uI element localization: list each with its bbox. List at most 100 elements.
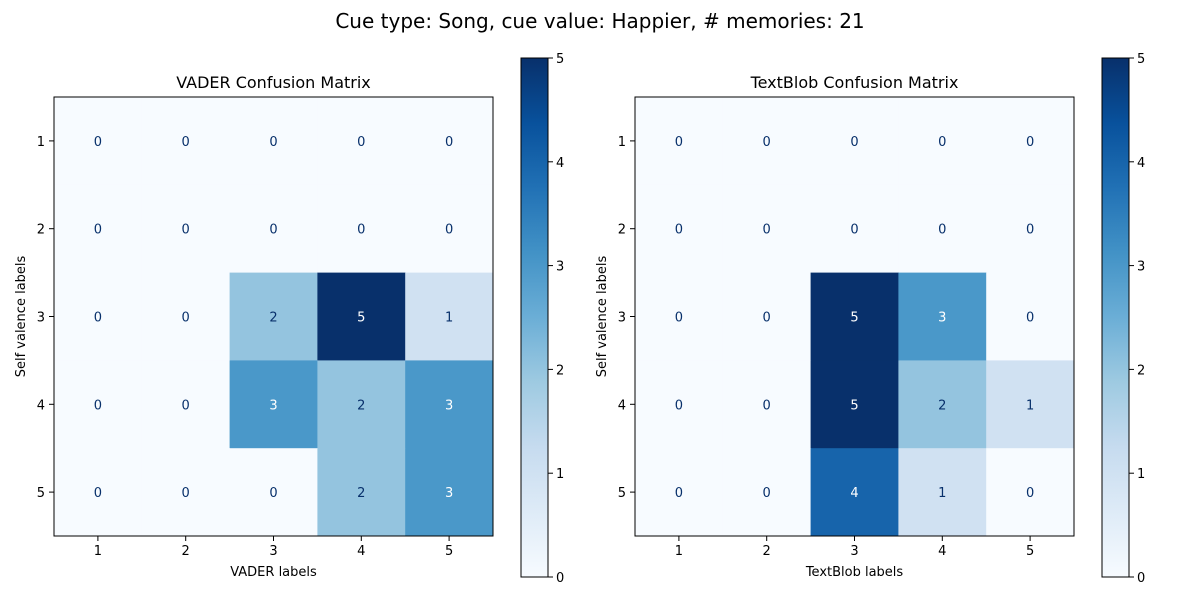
y-tick-label: 2: [37, 223, 45, 238]
cell-value-label: 3: [269, 398, 277, 413]
heatmap-cell: [405, 184, 494, 274]
heatmap-cell: [54, 448, 143, 537]
heatmap-cell: [317, 97, 406, 186]
cell-value-label: 3: [445, 398, 453, 413]
heatmap-cell: [810, 448, 899, 537]
figure-suptitle: Cue type: Song, cue value: Happier, # me…: [335, 9, 864, 33]
colorbar-tick-label: 3: [1137, 260, 1145, 275]
cell-value-label: 0: [445, 135, 453, 150]
heatmap-cell: [898, 360, 987, 449]
cell-value-label: 0: [675, 486, 683, 501]
x-tick-label: 5: [1026, 544, 1034, 559]
heatmap-cell: [722, 97, 812, 186]
heatmap-cell: [986, 360, 1075, 449]
cell-value-label: 0: [675, 223, 683, 238]
heatmap-cell: [986, 97, 1075, 186]
colorbar: [1101, 57, 1130, 578]
heatmap-cell: [141, 184, 231, 274]
heatmap-cell: [986, 184, 1075, 274]
heatmap-cell: [54, 272, 143, 361]
cell-value-label: 0: [850, 223, 858, 238]
cell-value-label: 0: [94, 311, 102, 326]
cell-value-label: 0: [763, 223, 771, 238]
cell-value-label: 0: [357, 135, 365, 150]
cell-value-label: 0: [94, 486, 102, 501]
cell-value-label: 0: [675, 311, 683, 326]
heatmap-cell: [810, 272, 899, 361]
heatmap-cell: [722, 448, 812, 537]
y-tick-label: 2: [618, 223, 626, 238]
y-tick-label: 5: [618, 486, 626, 501]
colorbar-tick-label: 0: [556, 571, 564, 586]
heatmap-cell: [405, 448, 494, 537]
x-axis-label: TextBlob labels: [805, 565, 904, 580]
heatmap-cell: [635, 184, 724, 274]
cell-value-label: 5: [850, 398, 858, 413]
cell-value-label: 2: [357, 398, 365, 413]
cell-value-label: 0: [675, 398, 683, 413]
heatmap-cell: [810, 184, 899, 274]
heatmap-cell: [54, 184, 143, 274]
cell-value-label: 5: [850, 311, 858, 326]
cell-value-label: 0: [763, 486, 771, 501]
cell-value-label: 0: [269, 486, 277, 501]
cell-value-label: 0: [269, 135, 277, 150]
x-tick-label: 5: [445, 544, 453, 559]
heatmap-cell: [229, 448, 318, 537]
colorbar-tick-label: 1: [556, 467, 564, 482]
x-tick-label: 3: [850, 544, 858, 559]
y-tick-label: 1: [618, 135, 626, 150]
x-tick-label: 1: [675, 544, 683, 559]
cell-value-label: 0: [1026, 223, 1034, 238]
cell-value-label: 0: [763, 135, 771, 150]
cell-value-label: 0: [445, 223, 453, 238]
cell-value-label: 0: [675, 135, 683, 150]
heatmap-cell: [722, 184, 812, 274]
y-tick-label: 1: [37, 135, 45, 150]
colorbar-tick-label: 2: [1137, 363, 1145, 378]
heatmap-cell: [635, 97, 724, 186]
heatmap-cell: [898, 448, 987, 537]
cell-value-label: 0: [357, 223, 365, 238]
heatmap-cell: [141, 448, 231, 537]
heatmap-cell: [317, 448, 406, 537]
heatmap-cell: [898, 97, 987, 186]
heatmap-cell: [405, 360, 494, 449]
heatmap-cell: [317, 360, 406, 449]
heatmap-cell: [986, 448, 1075, 537]
colorbar-tick-label: 2: [556, 363, 564, 378]
cell-value-label: 0: [1026, 486, 1034, 501]
cell-value-label: 2: [357, 486, 365, 501]
heatmap-cell: [635, 360, 724, 449]
heatmap-cell: [986, 272, 1075, 361]
cell-value-label: 0: [182, 311, 190, 326]
heatmap-cell: [141, 97, 231, 186]
cell-value-label: 0: [182, 135, 190, 150]
heatmap-cell: [635, 448, 724, 537]
heatmap-cell: [54, 360, 143, 449]
cell-value-label: 0: [1026, 311, 1034, 326]
x-axis-label: VADER labels: [230, 565, 317, 580]
cell-value-label: 0: [94, 223, 102, 238]
colorbar-tick-label: 5: [556, 52, 564, 67]
heatmap-cell: [405, 272, 494, 361]
panel-title: VADER Confusion Matrix: [176, 73, 371, 92]
heatmap-cell: [898, 272, 987, 361]
heatmap-cell: [229, 360, 318, 449]
x-tick-label: 2: [763, 544, 771, 559]
heatmap-cell: [722, 272, 812, 361]
heatmap-panel-1: 0 0 0 0 0 0 0 0 0 0 0 0 2 5 1 0 0 3 2 3 0 0 0 2 3 1 2 3 4 5 1 2 3 4 5 VADER…: [14, 52, 564, 586]
heatmap-panel-2: 0 0 0 0 0 0 0 0 0 0 0 0 5 3 0 0 0 5 2 1 0 0 4 1 0 1 2 3 4 5 1 2 3 4 5 TextB…: [595, 52, 1145, 586]
cell-value-label: 0: [269, 223, 277, 238]
colorbar-tick-label: 4: [1137, 156, 1145, 171]
x-tick-label: 1: [94, 544, 102, 559]
cell-value-label: 3: [938, 311, 946, 326]
x-tick-label: 2: [182, 544, 190, 559]
colorbar-tick-label: 5: [1137, 52, 1145, 67]
heatmap-cell: [635, 272, 724, 361]
cell-value-label: 0: [938, 135, 946, 150]
heatmap-cell: [317, 272, 406, 361]
cell-value-label: 0: [938, 223, 946, 238]
y-tick-label: 3: [618, 311, 626, 326]
